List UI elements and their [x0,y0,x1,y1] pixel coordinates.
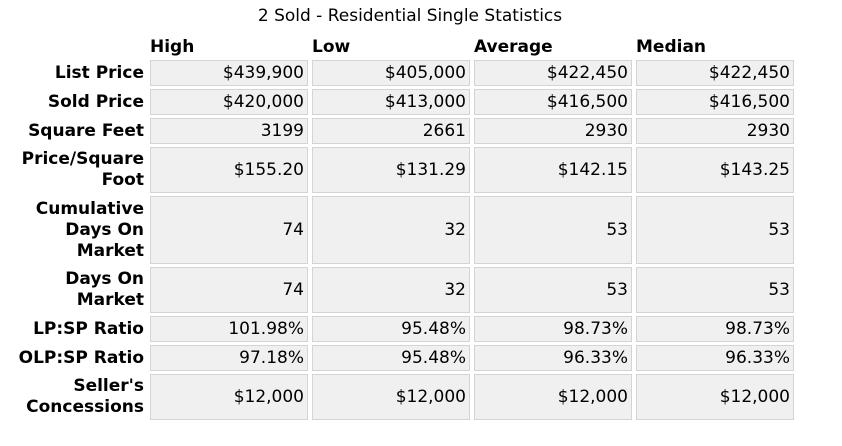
value-cell: 74 [150,267,308,313]
value-cell: 97.18% [150,345,308,371]
value-cell: $416,500 [474,89,632,115]
value-cell: $416,500 [636,89,794,115]
column-header-median: Median [636,37,707,57]
value-cell: $12,000 [474,374,632,420]
value-cell: 95.48% [312,345,470,371]
value-cell: 53 [474,267,632,313]
statistics-table: High Low Average Median List Price $439,… [6,32,798,423]
table-row: Sold Price $420,000 $413,000 $416,500 $4… [10,89,794,115]
value-cell: 53 [474,196,632,264]
value-cell: $131.29 [312,147,470,193]
table-row: OLP:SP Ratio 97.18% 95.48% 96.33% 96.33% [10,345,794,371]
table-row: Square Feet 3199 2661 2930 2930 [10,118,794,144]
value-cell: $143.25 [636,147,794,193]
column-header-low: Low [312,37,351,57]
table-caption: 2 Sold - Residential Single Statistics [257,6,563,26]
table-row: Days On Market 74 32 53 53 [10,267,794,313]
row-label: Cumulative Days On Market [35,198,144,261]
value-cell: $439,900 [150,60,308,86]
value-cell: 98.73% [474,316,632,342]
row-label: Square Feet [28,120,144,141]
value-cell: 101.98% [150,316,308,342]
column-header-high: High [150,37,195,57]
value-cell: $405,000 [312,60,470,86]
value-cell: 95.48% [312,316,470,342]
value-cell: 53 [636,267,794,313]
value-cell: 96.33% [636,345,794,371]
row-label: Sold Price [47,91,144,112]
table-row: Price/Square Foot $155.20 $131.29 $142.1… [10,147,794,193]
table-row: List Price $439,900 $405,000 $422,450 $4… [10,60,794,86]
table-row: Seller's Concessions $12,000 $12,000 $12… [10,374,794,420]
value-cell: $422,450 [636,60,794,86]
value-cell: 2930 [474,118,632,144]
corner-cell [10,35,146,57]
table-row: LP:SP Ratio 101.98% 95.48% 98.73% 98.73% [10,316,794,342]
value-cell: $420,000 [150,89,308,115]
value-cell: 2661 [312,118,470,144]
value-cell: 32 [312,196,470,264]
value-cell: $413,000 [312,89,470,115]
header-row: High Low Average Median [10,35,794,57]
value-cell: $12,000 [150,374,308,420]
value-cell: $12,000 [312,374,470,420]
row-label: OLP:SP Ratio [18,347,144,368]
value-cell: 98.73% [636,316,794,342]
value-cell: $142.15 [474,147,632,193]
value-cell: 3199 [150,118,308,144]
row-label: Price/Square Foot [21,149,144,190]
value-cell: 96.33% [474,345,632,371]
value-cell: 74 [150,196,308,264]
value-cell: 32 [312,267,470,313]
row-label: LP:SP Ratio [33,318,144,339]
row-label: Seller's Concessions [26,376,144,417]
value-cell: $155.20 [150,147,308,193]
row-label: Days On Market [65,269,144,310]
value-cell: $422,450 [474,60,632,86]
row-label: List Price [54,62,144,83]
value-cell: 2930 [636,118,794,144]
value-cell: $12,000 [636,374,794,420]
value-cell: 53 [636,196,794,264]
table-row: Cumulative Days On Market 74 32 53 53 [10,196,794,264]
column-header-average: Average [474,37,553,57]
